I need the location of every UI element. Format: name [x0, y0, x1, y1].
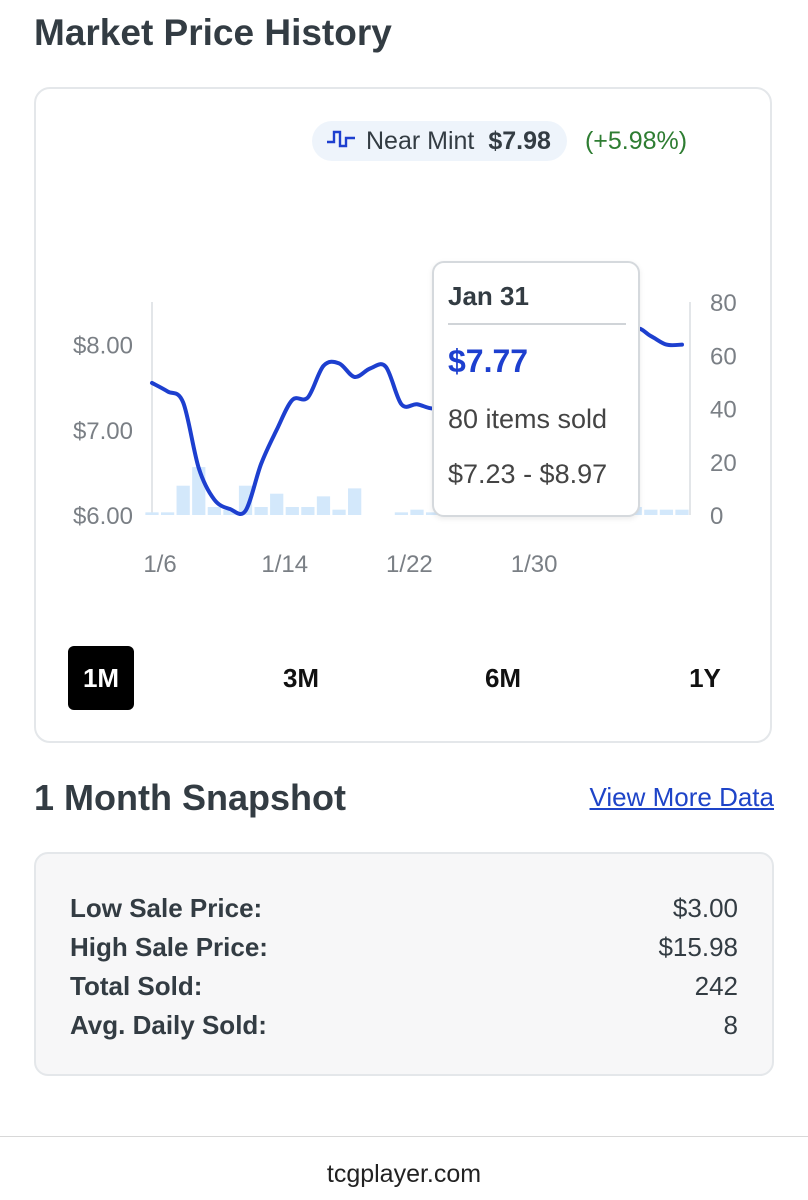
volume-bar — [675, 509, 689, 515]
x-tick-label: 1/6 — [143, 551, 176, 578]
volume-bar — [410, 509, 424, 515]
snapshot-label: Avg. Daily Sold: — [70, 1009, 267, 1040]
volume-bar — [223, 509, 237, 515]
legend-price: $7.98 — [488, 126, 551, 155]
volume-bar — [176, 485, 190, 515]
y-tick-label-left: $7.00 — [73, 418, 133, 445]
chart-tooltip: Jan 31 $7.77 80 items sold $7.23 - $8.97 — [432, 261, 640, 517]
volume-bar — [145, 512, 159, 515]
volume-bar — [394, 512, 409, 515]
volume-bar — [644, 509, 658, 515]
y-tick-label-right: 80 — [710, 290, 737, 317]
volume-bar — [332, 509, 346, 515]
page-title: Market Price History — [34, 12, 392, 53]
volume-bar — [285, 507, 299, 515]
volume-bar — [301, 507, 315, 515]
snapshot-row: Low Sale Price: $3.00 — [70, 890, 738, 926]
range-button-3m[interactable]: 3M — [268, 646, 334, 710]
volume-bar — [270, 493, 284, 515]
tooltip-divider — [448, 323, 626, 325]
tooltip-price: $7.77 — [448, 343, 529, 379]
legend-condition: Near Mint — [366, 126, 475, 155]
range-button-1y[interactable]: 1Y — [672, 646, 738, 710]
price-history-card — [34, 87, 772, 743]
snapshot-row: High Sale Price: $15.98 — [70, 929, 738, 965]
view-more-data-link[interactable]: View More Data — [589, 782, 775, 812]
y-tick-label-right: 20 — [710, 450, 737, 477]
footer-divider — [0, 1136, 808, 1137]
tooltip-items-sold: 80 items sold — [448, 404, 608, 434]
legend-series-near-mint[interactable]: Near Mint $7.98 — [312, 121, 567, 161]
snapshot-row: Avg. Daily Sold: 8 — [70, 1007, 738, 1043]
chart-legend: Near Mint $7.98 (+5.98%) — [312, 121, 687, 161]
y-tick-label-right: 0 — [710, 503, 723, 530]
x-tick-label: 1/14 — [261, 551, 308, 578]
range-button-1m[interactable]: 1M — [68, 646, 134, 710]
snapshot-value: $15.98 — [658, 931, 738, 962]
snapshot-value: 242 — [694, 970, 738, 1001]
y-tick-label-left: $8.00 — [73, 333, 133, 360]
x-tick-label: 1/22 — [386, 551, 433, 578]
snapshot-label: High Sale Price: — [70, 931, 268, 962]
volume-bar — [425, 512, 440, 515]
footer-domain: tcgplayer.com — [326, 1160, 482, 1188]
snapshot-label: Low Sale Price: — [70, 892, 263, 923]
range-button-6m[interactable]: 6M — [470, 646, 536, 710]
tooltip-range: $7.23 - $8.97 — [448, 459, 608, 489]
y-tick-label-right: 40 — [710, 397, 737, 424]
snapshot-value: $3.00 — [672, 892, 738, 923]
price-chart[interactable]: $8.00 $7.00 $6.00 80 60 40 20 0 1/6 1/14 1/22 1/30 — [0, 0, 808, 640]
snapshot-label: Total Sold: — [70, 970, 203, 1001]
volume-bar — [207, 507, 221, 515]
volume-bar — [254, 507, 268, 515]
snapshot-row: Total Sold: 242 — [70, 968, 738, 1004]
y-tick-label-right: 60 — [710, 343, 737, 370]
snapshot-card: Low Sale Price: $3.00 High Sale Price: $… — [34, 852, 774, 1076]
volume-bar — [316, 496, 331, 515]
volume-bar — [659, 509, 674, 515]
step-chart-icon — [326, 128, 356, 155]
legend-change: (+5.98%) — [584, 126, 688, 155]
snapshot-value: 8 — [723, 1009, 738, 1040]
snapshot-title: 1 Month Snapshot — [34, 777, 346, 818]
x-tick-label: 1/30 — [511, 551, 558, 578]
volume-bar — [348, 488, 362, 515]
tooltip-date: Jan 31 — [448, 281, 529, 311]
y-tick-label-left: $6.00 — [73, 503, 133, 530]
volume-bar — [160, 512, 175, 515]
